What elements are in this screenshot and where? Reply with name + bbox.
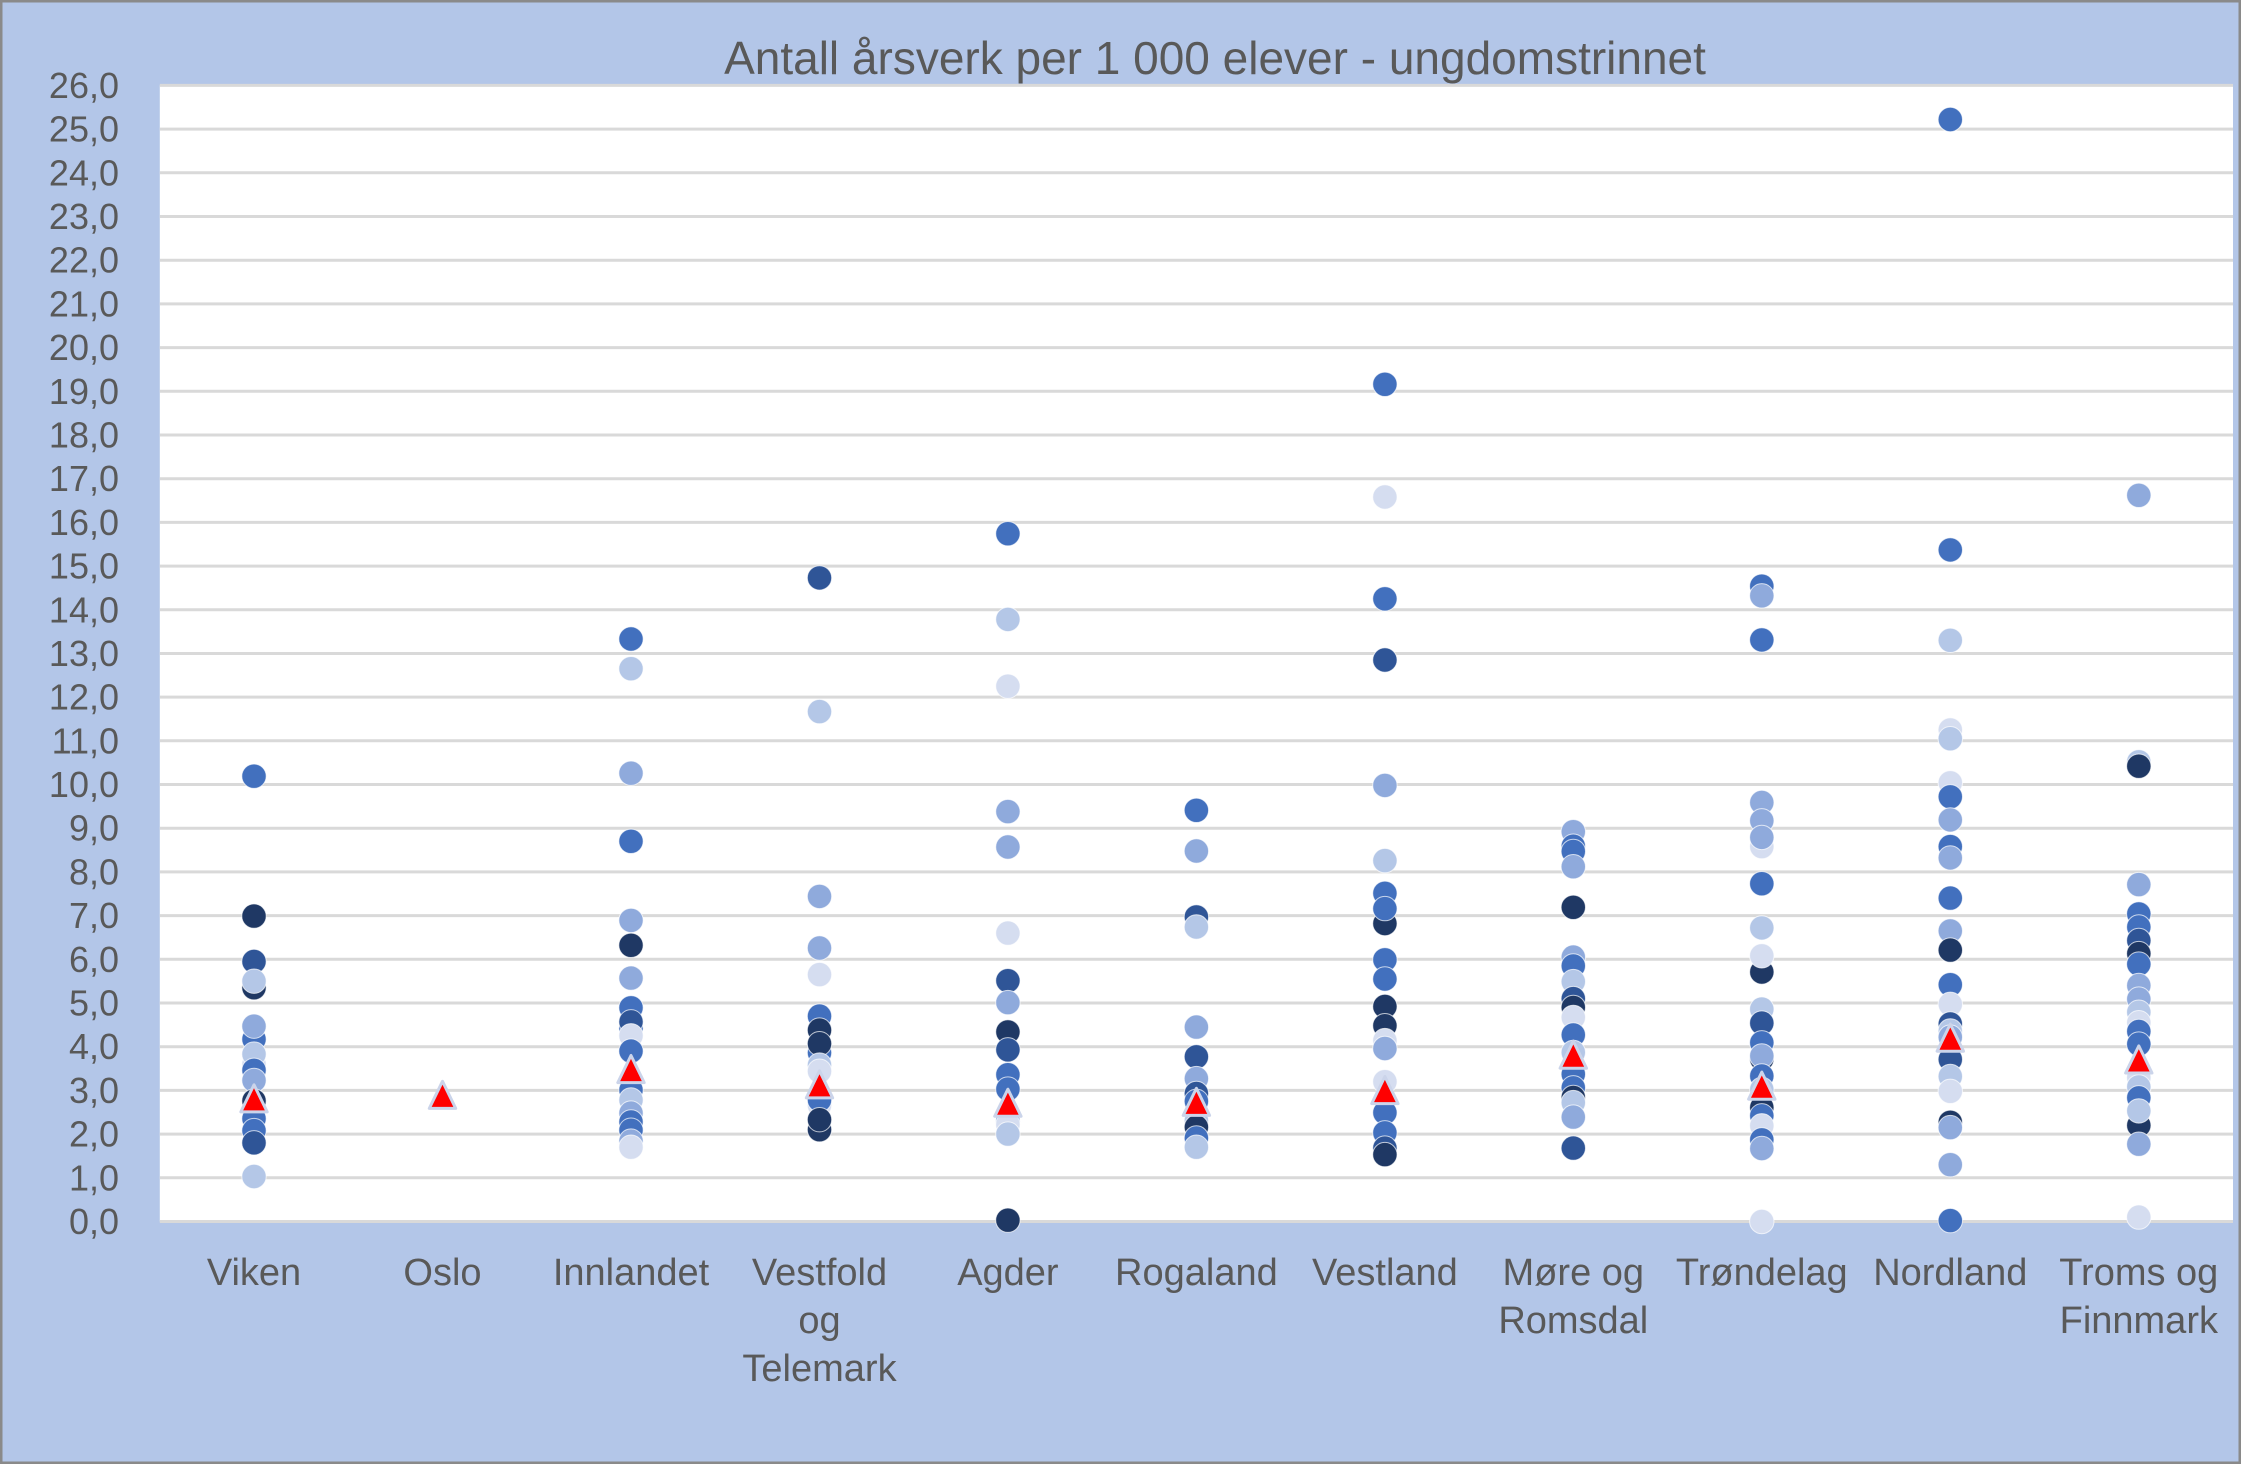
svg-text:12,0: 12,0	[49, 677, 119, 718]
svg-text:Trøndelag: Trøndelag	[1676, 1252, 1848, 1294]
svg-text:11,0: 11,0	[52, 720, 119, 761]
svg-text:21,0: 21,0	[49, 283, 119, 324]
svg-text:Oslo: Oslo	[403, 1252, 481, 1294]
svg-text:4,0: 4,0	[69, 1026, 119, 1067]
svg-text:Rogaland: Rogaland	[1115, 1252, 1278, 1294]
svg-text:25,0: 25,0	[49, 109, 119, 150]
svg-text:14,0: 14,0	[49, 589, 119, 630]
svg-text:0,0: 0,0	[69, 1201, 119, 1242]
svg-text:19,0: 19,0	[49, 371, 119, 412]
svg-text:Viken: Viken	[207, 1252, 301, 1294]
svg-text:9,0: 9,0	[69, 808, 119, 849]
svg-text:Nordland: Nordland	[1873, 1252, 2027, 1294]
svg-text:17,0: 17,0	[49, 458, 119, 499]
svg-text:18,0: 18,0	[49, 415, 119, 456]
svg-text:8,0: 8,0	[69, 851, 119, 892]
svg-text:Telemark: Telemark	[742, 1348, 897, 1390]
svg-text:20,0: 20,0	[49, 327, 119, 368]
svg-text:22,0: 22,0	[49, 240, 119, 281]
svg-text:Agder: Agder	[957, 1252, 1059, 1294]
svg-text:5,0: 5,0	[69, 983, 119, 1024]
svg-text:10,0: 10,0	[49, 764, 119, 805]
svg-text:13,0: 13,0	[49, 633, 119, 674]
svg-text:og: og	[798, 1300, 840, 1342]
svg-text:6,0: 6,0	[69, 939, 119, 980]
svg-text:Troms og: Troms og	[2059, 1252, 2218, 1294]
svg-text:3,0: 3,0	[69, 1070, 119, 1111]
svg-text:Vestland: Vestland	[1312, 1252, 1458, 1294]
svg-text:26,0: 26,0	[49, 65, 119, 106]
svg-text:15,0: 15,0	[49, 546, 119, 587]
svg-text:Finnmark: Finnmark	[2060, 1300, 2219, 1342]
svg-text:Møre og: Møre og	[1503, 1252, 1644, 1294]
svg-text:Innlandet: Innlandet	[553, 1252, 710, 1294]
svg-text:Vestfold: Vestfold	[752, 1252, 887, 1294]
svg-text:24,0: 24,0	[49, 152, 119, 193]
svg-text:Romsdal: Romsdal	[1498, 1300, 1648, 1342]
svg-text:Antall årsverk per 1 000 eleve: Antall årsverk per 1 000 elever - ungdom…	[724, 32, 1706, 84]
svg-text:2,0: 2,0	[69, 1114, 119, 1155]
svg-text:7,0: 7,0	[69, 895, 119, 936]
svg-text:16,0: 16,0	[49, 502, 119, 543]
svg-text:1,0: 1,0	[69, 1157, 119, 1198]
svg-text:23,0: 23,0	[49, 196, 119, 237]
